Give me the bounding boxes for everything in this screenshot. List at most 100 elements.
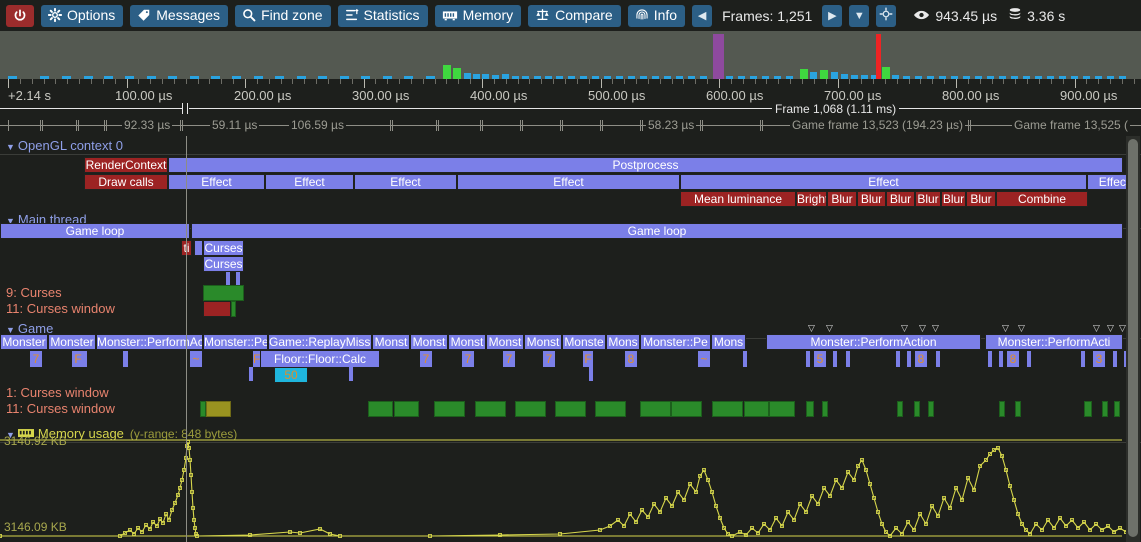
- minimap-bar[interactable]: [464, 73, 471, 79]
- minimap-bar[interactable]: [1047, 76, 1054, 79]
- thread-block[interactable]: [200, 401, 206, 417]
- zone-block[interactable]: Effect: [168, 174, 265, 190]
- minimap-bar[interactable]: [545, 76, 552, 79]
- minimap-bar[interactable]: [1059, 76, 1066, 79]
- memory-button[interactable]: Memory: [434, 4, 522, 27]
- zone-block[interactable]: Bright: [796, 191, 827, 207]
- minimap-bar[interactable]: [903, 76, 910, 79]
- options-button[interactable]: Options: [41, 4, 124, 27]
- thread-block[interactable]: [822, 401, 828, 417]
- zone-tick[interactable]: 7: [420, 351, 432, 367]
- zone-tick[interactable]: [743, 351, 747, 367]
- minimap-bar[interactable]: [841, 74, 848, 79]
- minimap-bar[interactable]: [688, 76, 695, 79]
- selected-frame-bar[interactable]: Frame 1,068 (1.11 ms): [0, 102, 1141, 116]
- zone-block[interactable]: Monst: [410, 334, 448, 350]
- thread-block[interactable]: [897, 401, 903, 417]
- minimap-bar[interactable]: [512, 76, 519, 79]
- message-marker-icon[interactable]: ▽: [1107, 323, 1114, 333]
- thread-block[interactable]: [744, 401, 769, 417]
- zone-block[interactable]: Blur: [857, 191, 886, 207]
- zone-block[interactable]: Effect: [265, 174, 354, 190]
- zone-block[interactable]: Game loop: [191, 223, 1123, 239]
- minimap-bar[interactable]: [750, 76, 757, 79]
- minimap-bar[interactable]: [318, 76, 327, 79]
- thread-block[interactable]: [1114, 401, 1120, 417]
- thread-block[interactable]: [515, 401, 546, 417]
- message-marker-icon[interactable]: ▽: [1002, 323, 1009, 333]
- zone-block-locks[interactable]: 50: [274, 367, 308, 383]
- minimap-bar[interactable]: [361, 76, 370, 79]
- zone-block[interactable]: Postprocess: [168, 157, 1123, 173]
- minimap-bar[interactable]: [713, 34, 724, 79]
- zone-block[interactable]: Blur: [941, 191, 966, 207]
- zone-block[interactable]: Monster: [0, 334, 48, 350]
- zone-block[interactable]: Draw calls: [84, 174, 168, 190]
- minimap-bar[interactable]: [1095, 76, 1102, 79]
- zone-block[interactable]: Monst: [524, 334, 562, 350]
- group-header-memory-usage[interactable]: ▼ Memory usage (y-range: 848 bytes): [6, 426, 237, 442]
- zone-tick[interactable]: 7: [543, 351, 555, 367]
- zone-tick[interactable]: 3: [1093, 351, 1105, 367]
- next-frame-button[interactable]: ▶: [822, 4, 843, 27]
- minimap-bar[interactable]: [963, 76, 970, 79]
- minimap-bar[interactable]: [1083, 76, 1090, 79]
- zone-block[interactable]: Monster::PerformAction: [96, 334, 203, 350]
- minimap-bar[interactable]: [1119, 76, 1126, 79]
- minimap-bar[interactable]: [190, 76, 199, 79]
- find-zone-button[interactable]: Find zone: [235, 4, 331, 27]
- message-marker-icon[interactable]: ▽: [901, 323, 908, 333]
- minimap-bar[interactable]: [774, 76, 781, 79]
- thread-block[interactable]: [1015, 401, 1021, 417]
- minimap-bar[interactable]: [147, 76, 156, 79]
- group-header-game[interactable]: ▼ Game: [6, 321, 53, 336]
- thread-block[interactable]: [1084, 401, 1092, 417]
- minimap-bar[interactable]: [951, 76, 958, 79]
- thread-block[interactable]: [806, 401, 814, 417]
- minimap-bar[interactable]: [1107, 76, 1114, 79]
- minimap-bar[interactable]: [700, 76, 707, 79]
- zone-tick[interactable]: F: [583, 351, 593, 367]
- zone-block[interactable]: Monster::PerformAction: [766, 334, 981, 350]
- minimap-bar[interactable]: [1071, 76, 1078, 79]
- zone-block[interactable]: Mean luminance: [680, 191, 796, 207]
- zone-tick[interactable]: [907, 351, 911, 367]
- minimap-bar[interactable]: [975, 76, 982, 79]
- zone-block[interactable]: Combine: [996, 191, 1088, 207]
- thread-block[interactable]: [231, 301, 236, 317]
- minimap-bar[interactable]: [534, 76, 541, 79]
- zone-block[interactable]: Monst: [486, 334, 524, 350]
- thread-block[interactable]: [203, 285, 244, 301]
- zone-tick[interactable]: F: [253, 351, 261, 367]
- zone-block[interactable]: Monst: [372, 334, 410, 350]
- compare-button[interactable]: Compare: [528, 4, 621, 27]
- minimap-bar[interactable]: [211, 76, 220, 79]
- group-header-opengl-context-0[interactable]: ▼ OpenGL context 0: [6, 138, 123, 153]
- zone-tick[interactable]: [896, 351, 900, 367]
- zone-block[interactable]: [194, 240, 203, 256]
- zone-block[interactable]: Blur: [966, 191, 996, 207]
- zone-block[interactable]: Mons: [606, 334, 640, 350]
- zone-tick[interactable]: [833, 351, 837, 367]
- minimap-bar[interactable]: [104, 76, 113, 79]
- minimap-bar[interactable]: [84, 76, 93, 79]
- zone-block[interactable]: Game::ReplayMissed: [268, 334, 372, 350]
- minimap-bar[interactable]: [987, 76, 994, 79]
- zone-tick[interactable]: [999, 351, 1003, 367]
- zone-tick[interactable]: 8: [1007, 351, 1019, 367]
- zone-tick[interactable]: [82, 351, 87, 367]
- zone-block[interactable]: Monst: [448, 334, 486, 350]
- minimap-bar[interactable]: [676, 76, 683, 79]
- minimap-bar[interactable]: [62, 76, 71, 79]
- zone-tick[interactable]: 7: [503, 351, 515, 367]
- zone-tick[interactable]: [249, 367, 253, 381]
- zone-block[interactable]: Effect: [680, 174, 1087, 190]
- minimap-bar[interactable]: [871, 75, 878, 79]
- minimap-bar[interactable]: [652, 76, 659, 79]
- minimap-bar[interactable]: [453, 68, 461, 79]
- sub-frame-bar[interactable]: 92.33 µs 59.11 µs 106.59 µs 58.23 µs Game fr…: [0, 117, 1141, 134]
- thread-block[interactable]: [671, 401, 702, 417]
- minimap-bar[interactable]: [592, 76, 599, 79]
- minimap-bar[interactable]: [556, 76, 563, 79]
- zone-tick[interactable]: F: [72, 351, 84, 367]
